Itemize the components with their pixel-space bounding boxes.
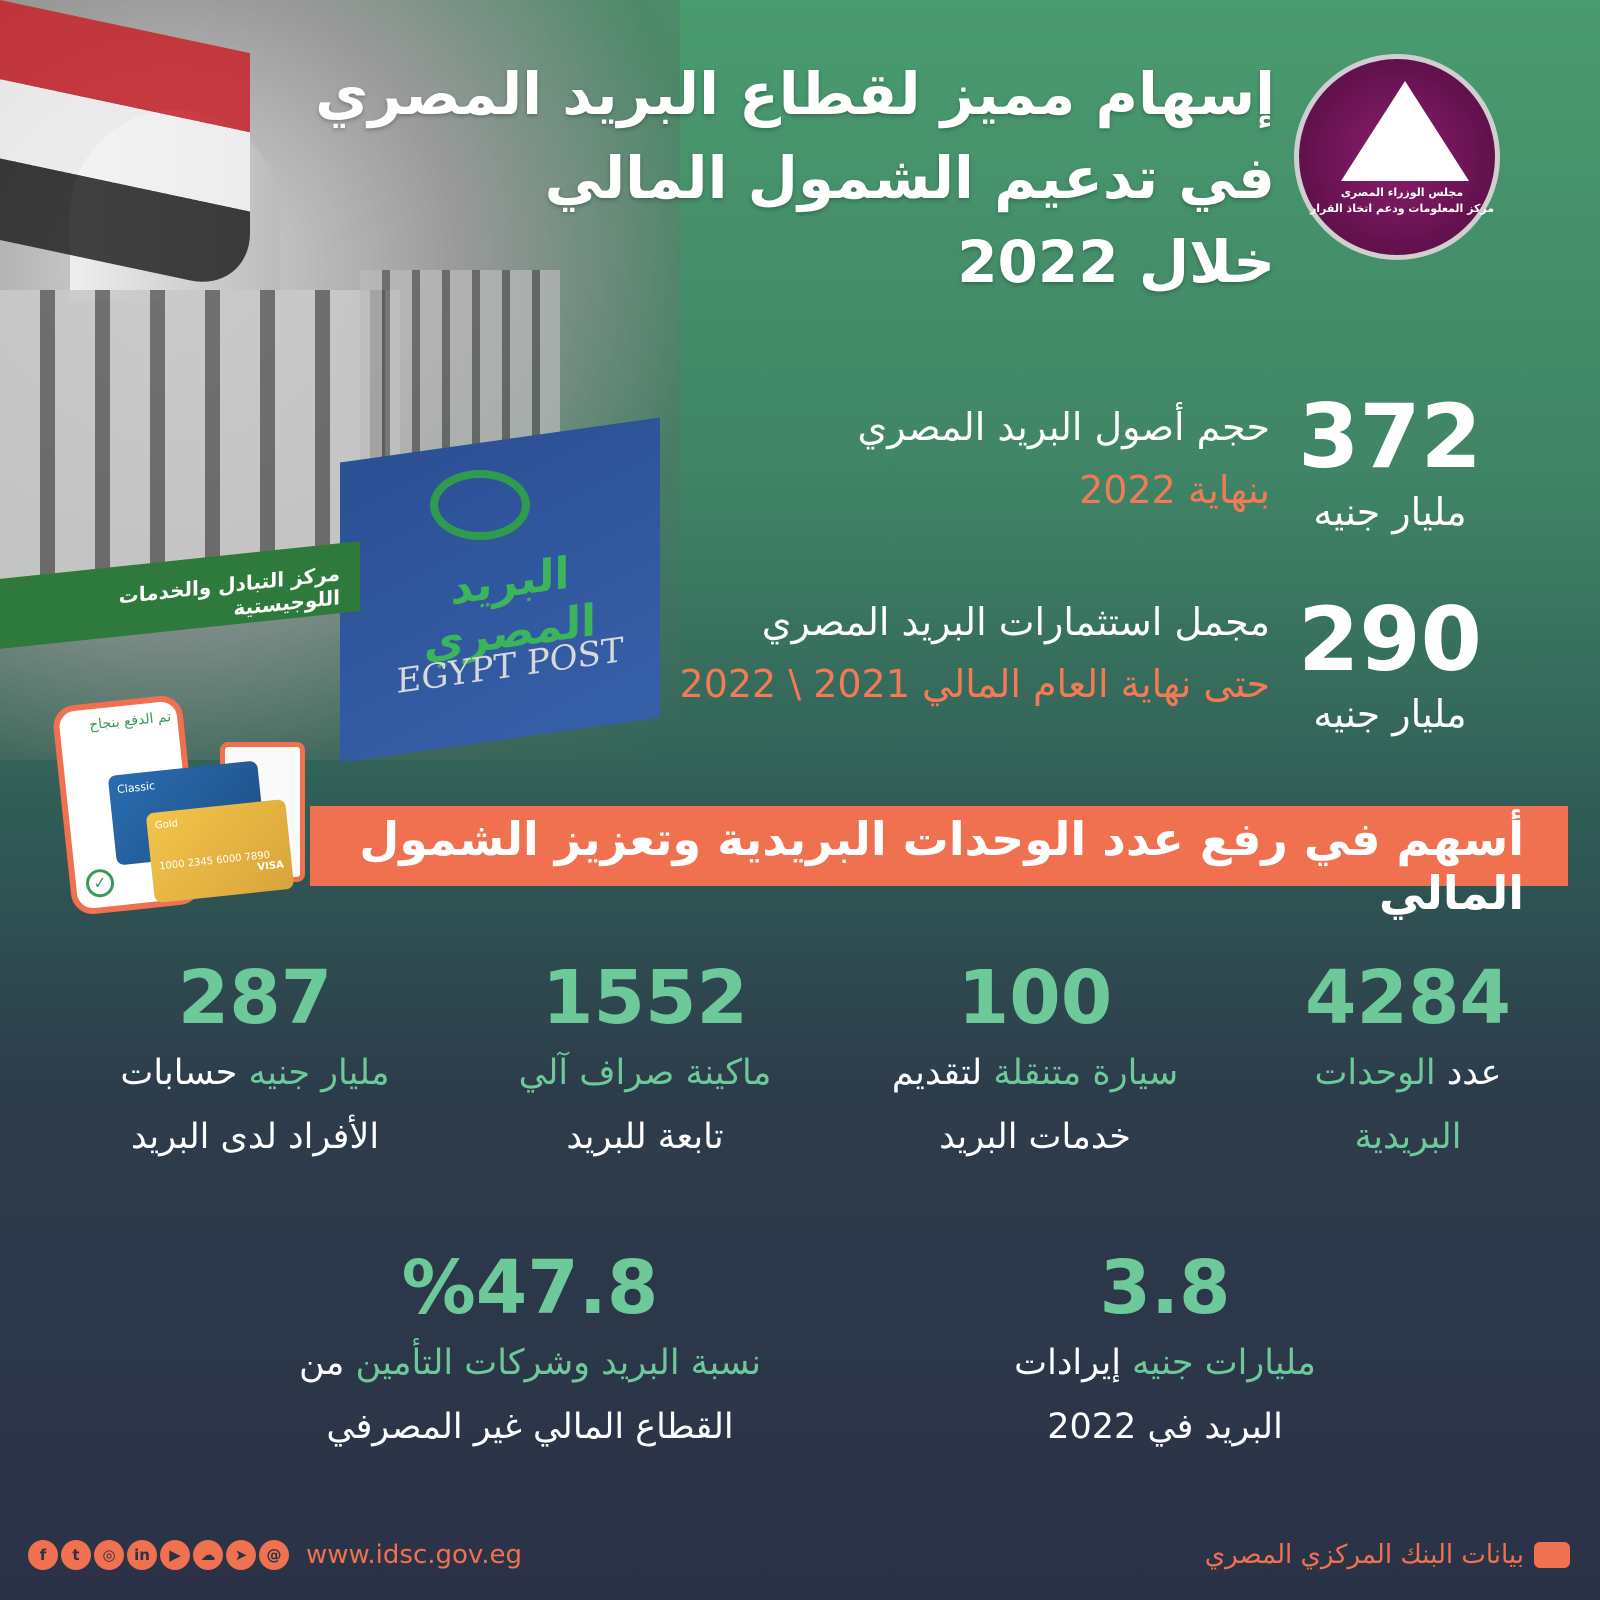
source-text: بيانات البنك المركزي المصري [1204, 1540, 1524, 1570]
logo-text: مجلس الوزراء المصرى مركز المعلومات ودعم … [1309, 185, 1495, 217]
check-icon: ✓ [84, 867, 116, 899]
stat-column: 4284 عدد الوحدات البريدية [1228, 955, 1588, 1169]
column-value: 1552 [542, 955, 748, 1041]
text-white: حسابات [120, 1053, 249, 1093]
column-line-1: ماكينة صراف آلي [518, 1053, 772, 1093]
card-label: Gold [154, 818, 179, 832]
text-green: نسبة البريد وشركات التأمين [355, 1343, 761, 1383]
stat-value: 372 [1298, 385, 1482, 488]
column-value: 4284 [1305, 955, 1511, 1041]
stat-label: مجمل استثمارات البريد المصري [761, 600, 1270, 644]
text-green: الوحدات [1314, 1053, 1436, 1093]
source-note: بيانات البنك المركزي المصري [1205, 1540, 1570, 1570]
stat-label: حجم أصول البريد المصري [857, 405, 1270, 449]
column-value: 3.8 [1099, 1245, 1231, 1331]
linkedin-icon[interactable]: in [127, 1540, 157, 1570]
gold-card: Gold 1000 2345 6000 7890 VISA [145, 798, 295, 904]
page-title: إسهام مميز لقطاع البريد المصري في تدعيم … [275, 52, 1275, 304]
column-value: 287 [177, 955, 333, 1041]
logo-line-1: مجلس الوزراء المصرى [1340, 186, 1464, 199]
youtube-icon[interactable]: ▶ [160, 1540, 190, 1570]
text-white: إيرادات [1014, 1343, 1133, 1383]
stat-column: 287 مليار جنيه حسابات الأفراد لدى البريد [75, 955, 435, 1169]
soundcloud-icon[interactable]: ☁ [193, 1540, 223, 1570]
logo-line-2: مركز المعلومات ودعم اتخاذ القرار [1309, 202, 1495, 215]
title-line-1: إسهام مميز لقطاع البريد المصري [315, 60, 1275, 128]
column-line-2: البريدية [1354, 1117, 1462, 1157]
stat-sub: حتى نهاية العام المالي 2021 \ 2022 [679, 662, 1270, 706]
stat-column: 100 سيارة متنقلة لتقديم خدمات البريد [855, 955, 1215, 1169]
column-value: 100 [957, 955, 1113, 1041]
instagram-icon[interactable]: ◎ [94, 1540, 124, 1570]
section-banner: أسهم في رفع عدد الوحدات البريدية وتعزيز … [310, 806, 1568, 920]
threads-icon[interactable]: @ [259, 1540, 289, 1570]
column-line-2: تابعة للبريد [566, 1117, 724, 1157]
text-white: لتقديم [891, 1053, 994, 1093]
column-line-1: مليار جنيه حسابات [75, 1041, 435, 1105]
facebook-icon[interactable]: f [28, 1540, 58, 1570]
stat-value: 290 [1298, 588, 1482, 691]
text-white: من [299, 1343, 356, 1383]
stat-column: %47.8 نسبة البريد وشركات التأمين من القط… [240, 1245, 820, 1459]
source-marker-icon [1534, 1542, 1570, 1568]
website-link[interactable]: www.idsc.gov.eg [306, 1540, 523, 1570]
column-line-2: القطاع المالي غير المصرفي [326, 1407, 734, 1447]
column-line-1: مليارات جنيه إيرادات [935, 1331, 1395, 1395]
text-white: عدد [1435, 1053, 1502, 1093]
twitter-icon[interactable]: t [61, 1540, 91, 1570]
egypt-post-logo-icon [430, 470, 530, 540]
card-label: Classic [116, 779, 156, 797]
column-line-2: البريد في 2022 [1047, 1407, 1283, 1447]
pyramid-emblem-icon [1341, 81, 1469, 181]
text-green: سيارة متنقلة [993, 1053, 1179, 1093]
column-line-1: عدد الوحدات [1228, 1041, 1588, 1105]
stat-unit: مليار جنيه [1313, 490, 1467, 534]
title-line-2: في تدعيم الشمول المالي [544, 144, 1275, 212]
column-line-1: نسبة البريد وشركات التأمين من [240, 1331, 820, 1395]
stat-column: 1552 ماكينة صراف آلي تابعة للبريد [465, 955, 825, 1169]
stat-unit: مليار جنيه [1313, 692, 1467, 736]
column-line-2: خدمات البريد [939, 1117, 1131, 1157]
telegram-icon[interactable]: ➤ [226, 1540, 256, 1570]
text-green: مليار جنيه [248, 1053, 390, 1093]
title-line-3: خلال 2022 [957, 228, 1275, 296]
column-line-2: الأفراد لدى البريد [130, 1117, 380, 1157]
footer-links: f t ◎ in ▶ ☁ ➤ @ www.idsc.gov.eg [28, 1540, 522, 1570]
column-line-1: سيارة متنقلة لتقديم [855, 1041, 1215, 1105]
stat-sub: بنهاية 2022 [1079, 468, 1270, 512]
column-value: %47.8 [401, 1245, 659, 1331]
idsc-logo: مجلس الوزراء المصرى مركز المعلومات ودعم … [1294, 54, 1500, 260]
phone-text: تم الدفع بنجاح [88, 708, 172, 734]
text-green: مليارات جنيه [1132, 1343, 1316, 1383]
stat-column: 3.8 مليارات جنيه إيرادات البريد في 2022 [935, 1245, 1395, 1459]
building-facade [0, 290, 400, 590]
